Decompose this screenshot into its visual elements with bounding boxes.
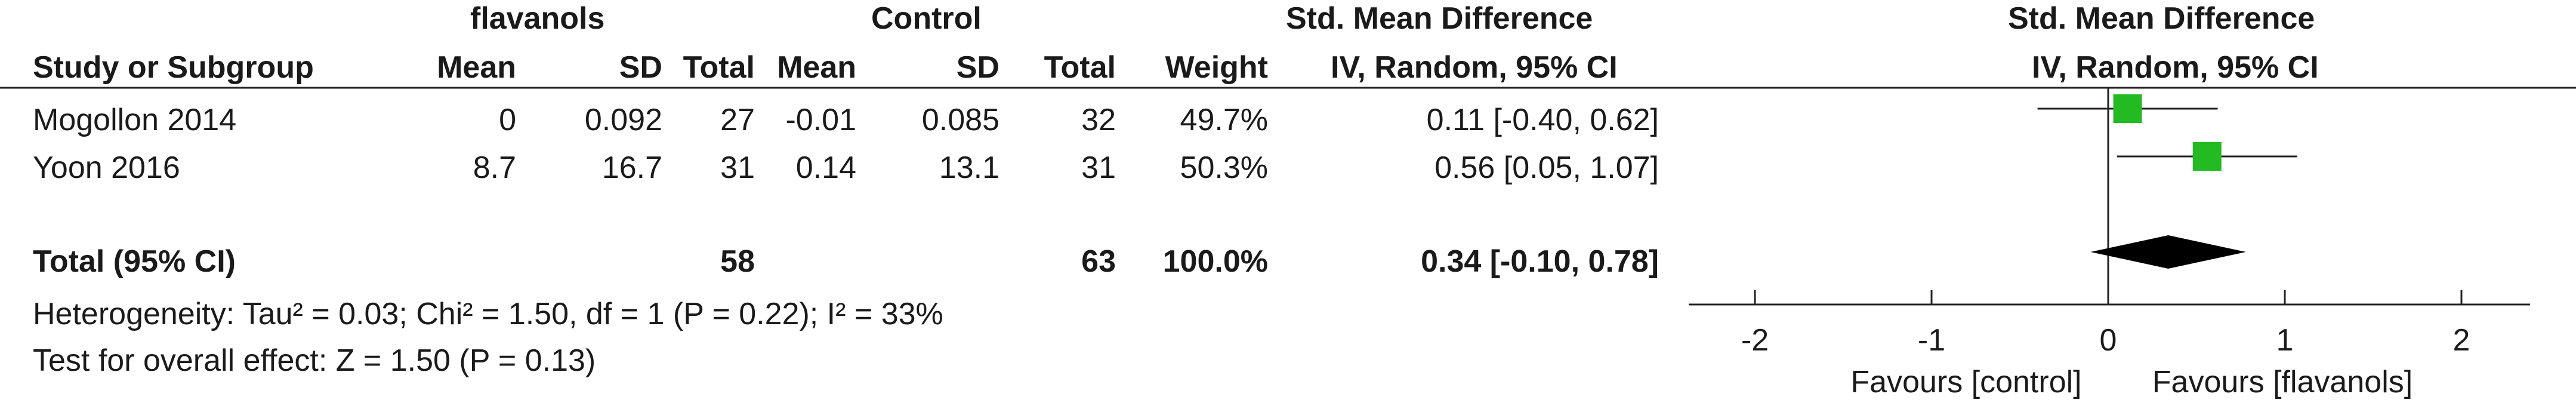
x-tick-label: 1 <box>2276 323 2294 358</box>
total-total1: 58 <box>720 244 755 279</box>
study-mean2: 0.14 <box>795 150 856 185</box>
overall-effect-text: Test for overall effect: Z = 1.50 (P = 0… <box>33 343 596 378</box>
x-tick-label: 0 <box>2100 323 2117 358</box>
study-total1: 27 <box>720 103 755 137</box>
col-method-right-header: IV, Random, 95% CI <box>2032 50 2319 85</box>
study-total2: 31 <box>1081 150 1116 185</box>
total-weight: 100.0% <box>1162 244 1268 279</box>
study-mean2: -0.01 <box>785 103 856 137</box>
favours-left-label: Favours [control] <box>1850 365 2082 399</box>
col-method-left-header: IV, Random, 95% CI <box>1331 50 1618 85</box>
col-sd2-header: SD <box>956 50 999 85</box>
smd-title-right: Std. Mean Difference <box>2008 1 2315 36</box>
col-mean1-header: Mean <box>437 50 516 85</box>
study-sd1: 0.092 <box>584 103 662 137</box>
group2-header: Control <box>871 1 982 36</box>
heterogeneity-text: Heterogeneity: Tau² = 0.03; Chi² = 1.50,… <box>33 297 943 331</box>
col-total2-header: Total <box>1044 50 1116 85</box>
study-sd2: 0.085 <box>921 103 999 137</box>
study-point-marker <box>2113 94 2142 123</box>
study-ci-text: 0.11 [-0.40, 0.62] <box>1426 103 1659 137</box>
study-name: Yoon 2016 <box>33 150 180 185</box>
total-ci-text: 0.34 [-0.10, 0.78] <box>1421 244 1659 279</box>
study-mean1: 8.7 <box>473 150 516 185</box>
study-ci-text: 0.56 [0.05, 1.07] <box>1434 150 1659 185</box>
x-tick-label: -2 <box>1741 323 1769 358</box>
study-weight: 50.3% <box>1180 150 1268 185</box>
group1-header: flavanols <box>470 1 605 36</box>
col-sd1-header: SD <box>619 50 662 85</box>
study-weight: 49.7% <box>1180 103 1268 137</box>
study-total2: 32 <box>1081 103 1116 137</box>
col-study-header: Study or Subgroup <box>33 50 314 85</box>
pooled-diamond <box>2090 235 2246 269</box>
study-point-marker <box>2192 142 2222 171</box>
x-tick-label: 2 <box>2453 323 2470 358</box>
study-sd2: 13.1 <box>939 150 999 185</box>
col-total1-header: Total <box>683 50 755 85</box>
total-label: Total (95% CI) <box>33 244 236 279</box>
study-total1: 31 <box>720 150 755 185</box>
smd-title-left: Std. Mean Difference <box>1286 1 1593 36</box>
study-sd1: 16.7 <box>601 150 662 185</box>
col-weight-header: Weight <box>1165 50 1268 85</box>
x-tick-label: -1 <box>1918 323 1945 358</box>
favours-right-label: Favours [flavanols] <box>2152 365 2413 399</box>
study-name: Mogollon 2014 <box>33 103 237 137</box>
col-mean2-header: Mean <box>777 50 856 85</box>
total-total2: 63 <box>1081 244 1116 279</box>
study-mean1: 0 <box>499 103 516 137</box>
